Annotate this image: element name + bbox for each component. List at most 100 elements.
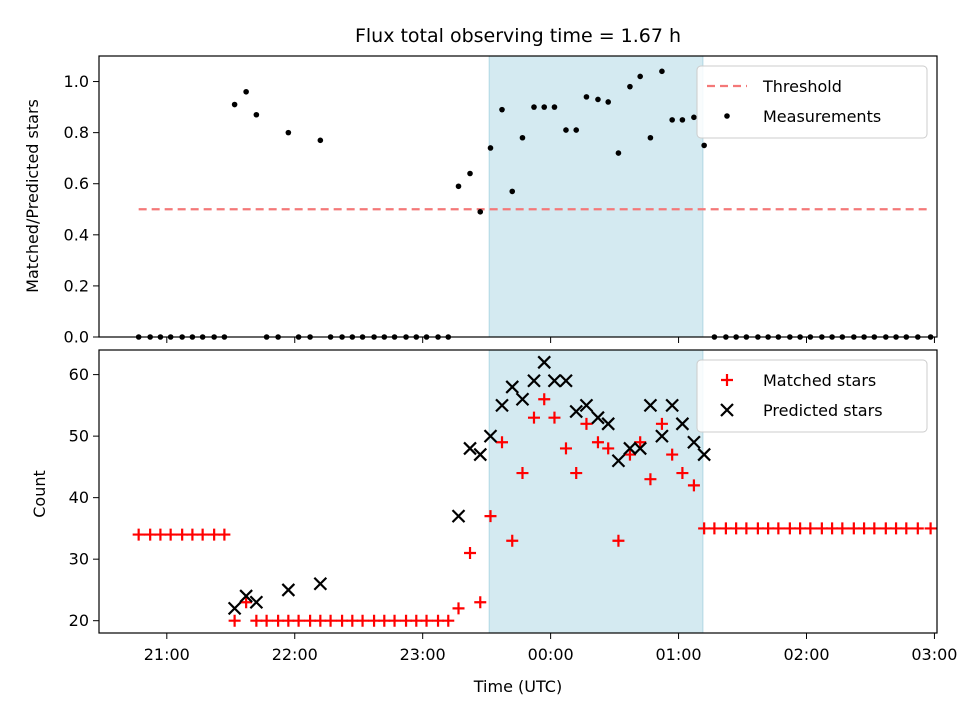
measurements-point [477,209,484,215]
top-panel-y-axis-title: Matched/Predicted stars [23,99,42,293]
matched-stars-point [420,614,433,627]
matched-stars-point [559,442,572,455]
legend-measurements-swatch [724,113,730,119]
matched-stars-point [527,411,540,424]
matched-stars-point [644,473,657,486]
predicted-stars-point [559,373,573,388]
matched-stars-point [176,528,189,541]
predicted-stars-point [665,398,679,413]
chart-title: Flux total observing time = 1.67 h [355,25,681,47]
measurements-point [231,101,238,108]
matched-stars-point [890,522,903,535]
matched-stars-point [548,411,561,424]
matched-stars-point [602,442,615,455]
matched-stars-point [687,479,700,492]
predicted-stars-point [239,589,253,603]
measurements-point [605,99,611,105]
x-tick-label: 21:00 [144,645,190,664]
measurements-point [509,188,516,195]
matched-stars-point [144,528,157,541]
measurements-point [551,104,558,110]
matched-stars-point [208,528,221,541]
predicted-stars-point [633,441,647,456]
legend-box [696,65,928,139]
measurements-point [615,150,622,156]
matched-stars-point [292,614,305,627]
matched-stars-point [378,614,391,627]
matched-stars-point [698,522,711,535]
matched-stars-point [911,522,924,535]
matched-stars-point [868,522,881,535]
matched-stars-point [240,596,253,609]
matched-stars-point [666,448,679,461]
matched-stars-point [346,614,359,627]
matched-stars-point [218,528,231,541]
measurements-point [253,111,260,118]
top-panel-frame [98,55,938,338]
y-tick-label: 30 [69,550,89,569]
measurements-point [573,127,580,133]
predicted-stars-point [463,441,477,456]
matched-stars-point [506,534,519,547]
legend-predicted-stars-label: Predicted stars [763,401,883,420]
matched-stars-point [304,614,317,627]
matched-stars-point [164,528,177,541]
predicted-stars-point [655,429,669,443]
x-tick-label: 03:00 [911,645,957,664]
legend-threshold-label: Threshold [762,77,842,96]
predicted-stars-point [527,373,541,388]
measurements-point [583,94,590,100]
measurements-point [467,170,473,177]
matched-stars-point [538,393,551,406]
x-tick-label: 02:00 [783,645,829,664]
matched-stars-point [676,467,689,480]
matched-stars-point [772,522,785,535]
measurements-point [669,117,675,123]
measurements-point [243,88,249,95]
bottom-panel-legend: Matched stars Predicted stars [696,359,928,433]
top-panel-observing-span [488,55,704,338]
predicted-stars-point [483,429,498,443]
predicted-stars-point [537,355,552,370]
predicted-stars-point [569,404,583,419]
matched-stars-point [847,522,860,535]
matched-stars-point [336,614,349,627]
matched-stars-point [612,534,625,547]
predicted-stars-point [579,398,594,413]
matched-stars-point [900,522,913,535]
matched-stars-point [879,522,892,535]
predicted-stars-point [687,435,701,450]
measurements-point [595,96,601,103]
y-tick-label: 60 [69,365,89,384]
predicted-stars-point [547,373,562,388]
matched-stars-point [464,547,477,560]
matched-stars-point [815,522,828,535]
matched-stars-point [516,467,529,480]
predicted-stars-point [249,595,264,610]
matched-stars-point [580,417,593,430]
predicted-stars-point [611,453,626,468]
matched-stars-point [442,614,455,627]
measurements-point [637,73,643,80]
legend-matched-stars-label: Matched stars [763,371,876,390]
predicted-stars-point [451,509,466,523]
bottom-panel-y-axis-title: Count [30,470,49,518]
measurements-point [563,127,569,133]
y-tick-label: 20 [69,611,89,630]
x-tick-label: 00:00 [528,645,574,664]
top-panel-legend: Threshold Measurements [696,65,928,139]
predicted-stars-point [591,410,605,425]
y-tick-label: 0.4 [64,225,89,244]
matched-stars-point [826,522,839,535]
measurements-point [519,134,526,141]
matched-stars-point [282,614,295,627]
predicted-stars-point [227,601,242,616]
matched-stars-point [740,522,753,535]
x-tick-label: 23:00 [400,645,446,664]
y-tick-label: 0.6 [64,174,89,193]
measurements-point [627,83,633,90]
matched-stars-point [132,528,145,541]
matched-stars-point [196,528,209,541]
matched-stars-point [154,528,167,541]
predicted-stars-point [697,447,711,462]
